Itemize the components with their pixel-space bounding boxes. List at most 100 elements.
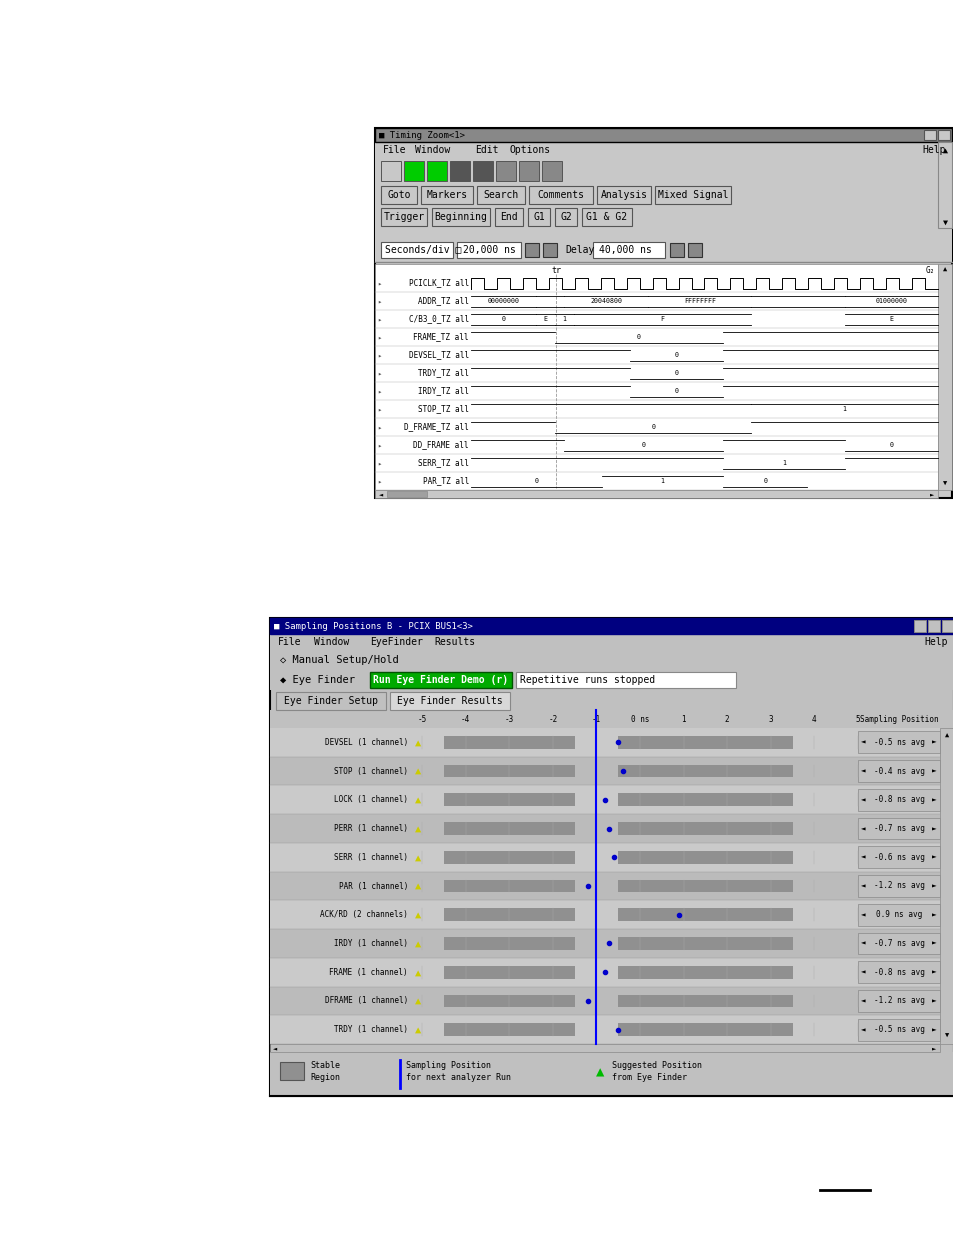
Text: 1: 1 — [841, 406, 845, 412]
Text: Delay: Delay — [564, 245, 594, 254]
Bar — [443, 966, 574, 978]
Bar — [618, 823, 792, 835]
Text: -1: -1 — [591, 715, 600, 724]
Text: ▲: ▲ — [415, 795, 420, 805]
Bar — [495, 207, 522, 226]
Bar — [618, 909, 792, 921]
Bar — [456, 242, 520, 258]
Bar — [618, 851, 792, 863]
Text: Eye Finder Setup: Eye Finder Setup — [284, 697, 377, 706]
Text: SERR_TZ all: SERR_TZ all — [417, 458, 469, 468]
Text: ►: ► — [931, 1045, 935, 1051]
Bar — [857, 846, 939, 868]
Text: DFRAME (1 channel): DFRAME (1 channel) — [324, 997, 408, 1005]
Text: ►: ► — [931, 939, 936, 948]
Text: ◄: ◄ — [378, 492, 383, 496]
Text: EyeFinder: EyeFinder — [370, 637, 422, 647]
Text: 00000000: 00000000 — [487, 298, 519, 304]
Text: -0.7 ns avg: -0.7 ns avg — [873, 939, 923, 948]
Bar — [280, 1062, 304, 1079]
Bar — [443, 764, 574, 777]
Text: Help: Help — [923, 637, 946, 647]
Bar — [375, 264, 937, 490]
Text: ►: ► — [929, 492, 933, 496]
Bar — [857, 761, 939, 782]
Text: IRDY (1 channel): IRDY (1 channel) — [334, 939, 408, 948]
Text: -2: -2 — [548, 715, 557, 724]
Text: 1: 1 — [781, 459, 785, 466]
Bar — [443, 736, 574, 748]
Bar — [527, 207, 550, 226]
Text: ▲: ▲ — [942, 146, 946, 154]
Text: ▲: ▲ — [596, 1065, 603, 1079]
Bar — [927, 620, 939, 632]
Text: PCICLK_TZ all: PCICLK_TZ all — [409, 279, 469, 288]
Bar — [923, 130, 935, 140]
Text: 0: 0 — [888, 442, 892, 448]
Bar — [270, 727, 939, 757]
Text: -5: -5 — [416, 715, 426, 724]
Text: ◄: ◄ — [861, 939, 864, 948]
Bar — [270, 1052, 953, 1095]
Bar — [618, 794, 792, 806]
Text: File: File — [382, 144, 406, 156]
Text: 40,000 ns: 40,000 ns — [598, 245, 651, 254]
Text: ■ Sampling Positions B - PCIX BUS1<3>: ■ Sampling Positions B - PCIX BUS1<3> — [274, 621, 473, 631]
Text: ◄: ◄ — [861, 882, 864, 890]
Bar — [270, 844, 939, 872]
Bar — [941, 620, 953, 632]
Text: FRAME (1 channel): FRAME (1 channel) — [329, 968, 408, 977]
Bar — [529, 186, 593, 204]
Bar — [270, 958, 939, 987]
Text: ▲: ▲ — [943, 734, 948, 739]
Bar — [443, 794, 574, 806]
Text: -0.5 ns avg: -0.5 ns avg — [873, 1025, 923, 1034]
Text: 20,000 ns: 20,000 ns — [462, 245, 515, 254]
Bar — [857, 731, 939, 753]
Text: Run Eye Finder Demo (r): Run Eye Finder Demo (r) — [373, 676, 508, 685]
Bar — [432, 207, 490, 226]
Bar — [655, 186, 730, 204]
Text: Search: Search — [483, 190, 518, 200]
Bar — [387, 492, 427, 496]
Text: ▲: ▲ — [415, 939, 420, 948]
Bar — [669, 243, 683, 257]
Text: ►: ► — [931, 767, 936, 776]
Bar — [443, 909, 574, 921]
Bar — [496, 161, 516, 182]
Text: ▸: ▸ — [376, 424, 381, 430]
Bar — [380, 207, 427, 226]
Text: ▲: ▲ — [415, 824, 420, 834]
Bar — [443, 823, 574, 835]
Text: IRDY_TZ all: IRDY_TZ all — [417, 387, 469, 395]
Text: Repetitive runs stopped: Repetitive runs stopped — [519, 676, 655, 685]
Text: ◄: ◄ — [861, 737, 864, 747]
Text: -0.5 ns avg: -0.5 ns avg — [873, 737, 923, 747]
Text: ◄: ◄ — [861, 910, 864, 919]
Text: ▼: ▼ — [942, 480, 946, 487]
Text: -1.2 ns avg: -1.2 ns avg — [873, 882, 923, 890]
Text: Help: Help — [921, 144, 944, 156]
Text: 4: 4 — [811, 715, 816, 724]
Text: 0 ns: 0 ns — [630, 715, 649, 724]
Text: STOP_TZ all: STOP_TZ all — [417, 405, 469, 414]
Text: -4: -4 — [460, 715, 470, 724]
Text: from Eye Finder: from Eye Finder — [612, 1073, 686, 1083]
Text: ■ Timing Zoom<1>: ■ Timing Zoom<1> — [378, 131, 464, 140]
Bar — [913, 620, 925, 632]
Text: Goto: Goto — [387, 190, 411, 200]
Text: Analysis: Analysis — [599, 190, 647, 200]
Text: ◄: ◄ — [861, 968, 864, 977]
Text: 1: 1 — [562, 316, 566, 322]
Text: 20040800: 20040800 — [590, 298, 621, 304]
Text: 0: 0 — [534, 478, 537, 484]
Text: 0.9 ns avg: 0.9 ns avg — [875, 910, 922, 919]
Text: 5: 5 — [855, 715, 860, 724]
Text: 0: 0 — [674, 352, 678, 358]
Bar — [270, 618, 953, 1095]
Bar — [443, 851, 574, 863]
Text: ACK/RD (2 channels): ACK/RD (2 channels) — [320, 910, 408, 919]
Bar — [270, 872, 939, 900]
Text: 0: 0 — [637, 333, 640, 340]
Text: tr: tr — [551, 266, 560, 274]
